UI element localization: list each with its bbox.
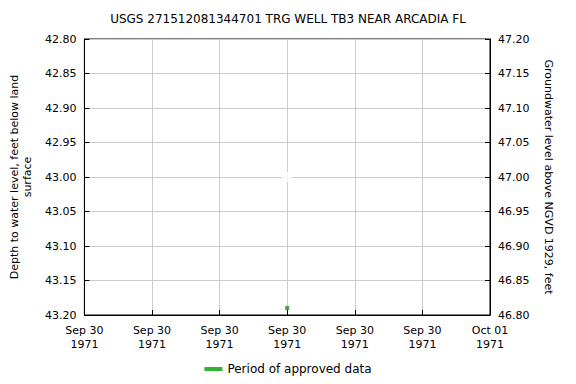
svg-text:46.85: 46.85: [498, 274, 530, 287]
svg-text:Sep 30: Sep 30: [403, 324, 441, 337]
svg-text:1971: 1971: [341, 338, 369, 351]
svg-text:42.90: 42.90: [45, 102, 77, 115]
svg-text:43.15: 43.15: [45, 274, 77, 287]
svg-text:surface: surface: [21, 156, 34, 197]
svg-text:46.80: 46.80: [498, 309, 530, 322]
svg-text:1971: 1971: [206, 338, 234, 351]
svg-text:USGS 271512081344701 TRG WELL: USGS 271512081344701 TRG WELL TB3 NEAR A…: [110, 12, 466, 26]
svg-text:Sep 30: Sep 30: [200, 324, 238, 337]
svg-text:47.20: 47.20: [498, 33, 530, 46]
svg-text:Oct 01: Oct 01: [472, 324, 509, 337]
svg-text:Depth to water level, feet bel: Depth to water level, feet below land: [8, 75, 21, 280]
svg-text:43.05: 43.05: [45, 205, 77, 218]
svg-text:43.20: 43.20: [45, 309, 77, 322]
svg-text:42.80: 42.80: [45, 33, 77, 46]
svg-text:1971: 1971: [273, 338, 301, 351]
svg-text:Period of approved data: Period of approved data: [227, 362, 371, 376]
svg-text:1971: 1971: [476, 338, 504, 351]
svg-text:47.05: 47.05: [498, 136, 530, 149]
svg-text:46.95: 46.95: [498, 205, 530, 218]
svg-text:43.00: 43.00: [45, 171, 77, 184]
svg-text:1971: 1971: [138, 338, 166, 351]
svg-text:42.95: 42.95: [45, 136, 77, 149]
svg-text:43.10: 43.10: [45, 240, 77, 253]
svg-text:42.85: 42.85: [45, 67, 77, 80]
svg-text:Groundwater level above NGVD 1: Groundwater level above NGVD 1929, feet: [542, 59, 555, 295]
svg-text:47.10: 47.10: [498, 102, 530, 115]
svg-text:47.00: 47.00: [498, 171, 530, 184]
svg-text:46.90: 46.90: [498, 240, 530, 253]
svg-text:Sep 30: Sep 30: [268, 324, 306, 337]
svg-text:1971: 1971: [408, 338, 436, 351]
svg-text:Sep 30: Sep 30: [336, 324, 374, 337]
svg-text:Sep 30: Sep 30: [65, 324, 103, 337]
svg-text:47.15: 47.15: [498, 67, 530, 80]
svg-text:Sep 30: Sep 30: [133, 324, 171, 337]
svg-text:1971: 1971: [70, 338, 98, 351]
